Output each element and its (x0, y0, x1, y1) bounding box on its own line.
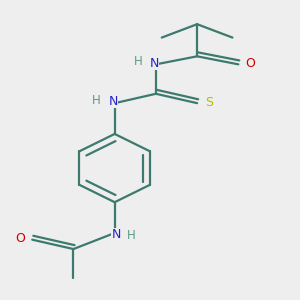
Text: O: O (245, 57, 255, 70)
Text: S: S (206, 96, 214, 109)
Text: H: H (128, 229, 136, 242)
Text: H: H (92, 94, 101, 107)
Text: O: O (16, 232, 26, 244)
Text: N: N (112, 228, 121, 241)
Text: H: H (134, 55, 142, 68)
Text: N: N (109, 95, 118, 108)
Text: N: N (150, 56, 159, 70)
